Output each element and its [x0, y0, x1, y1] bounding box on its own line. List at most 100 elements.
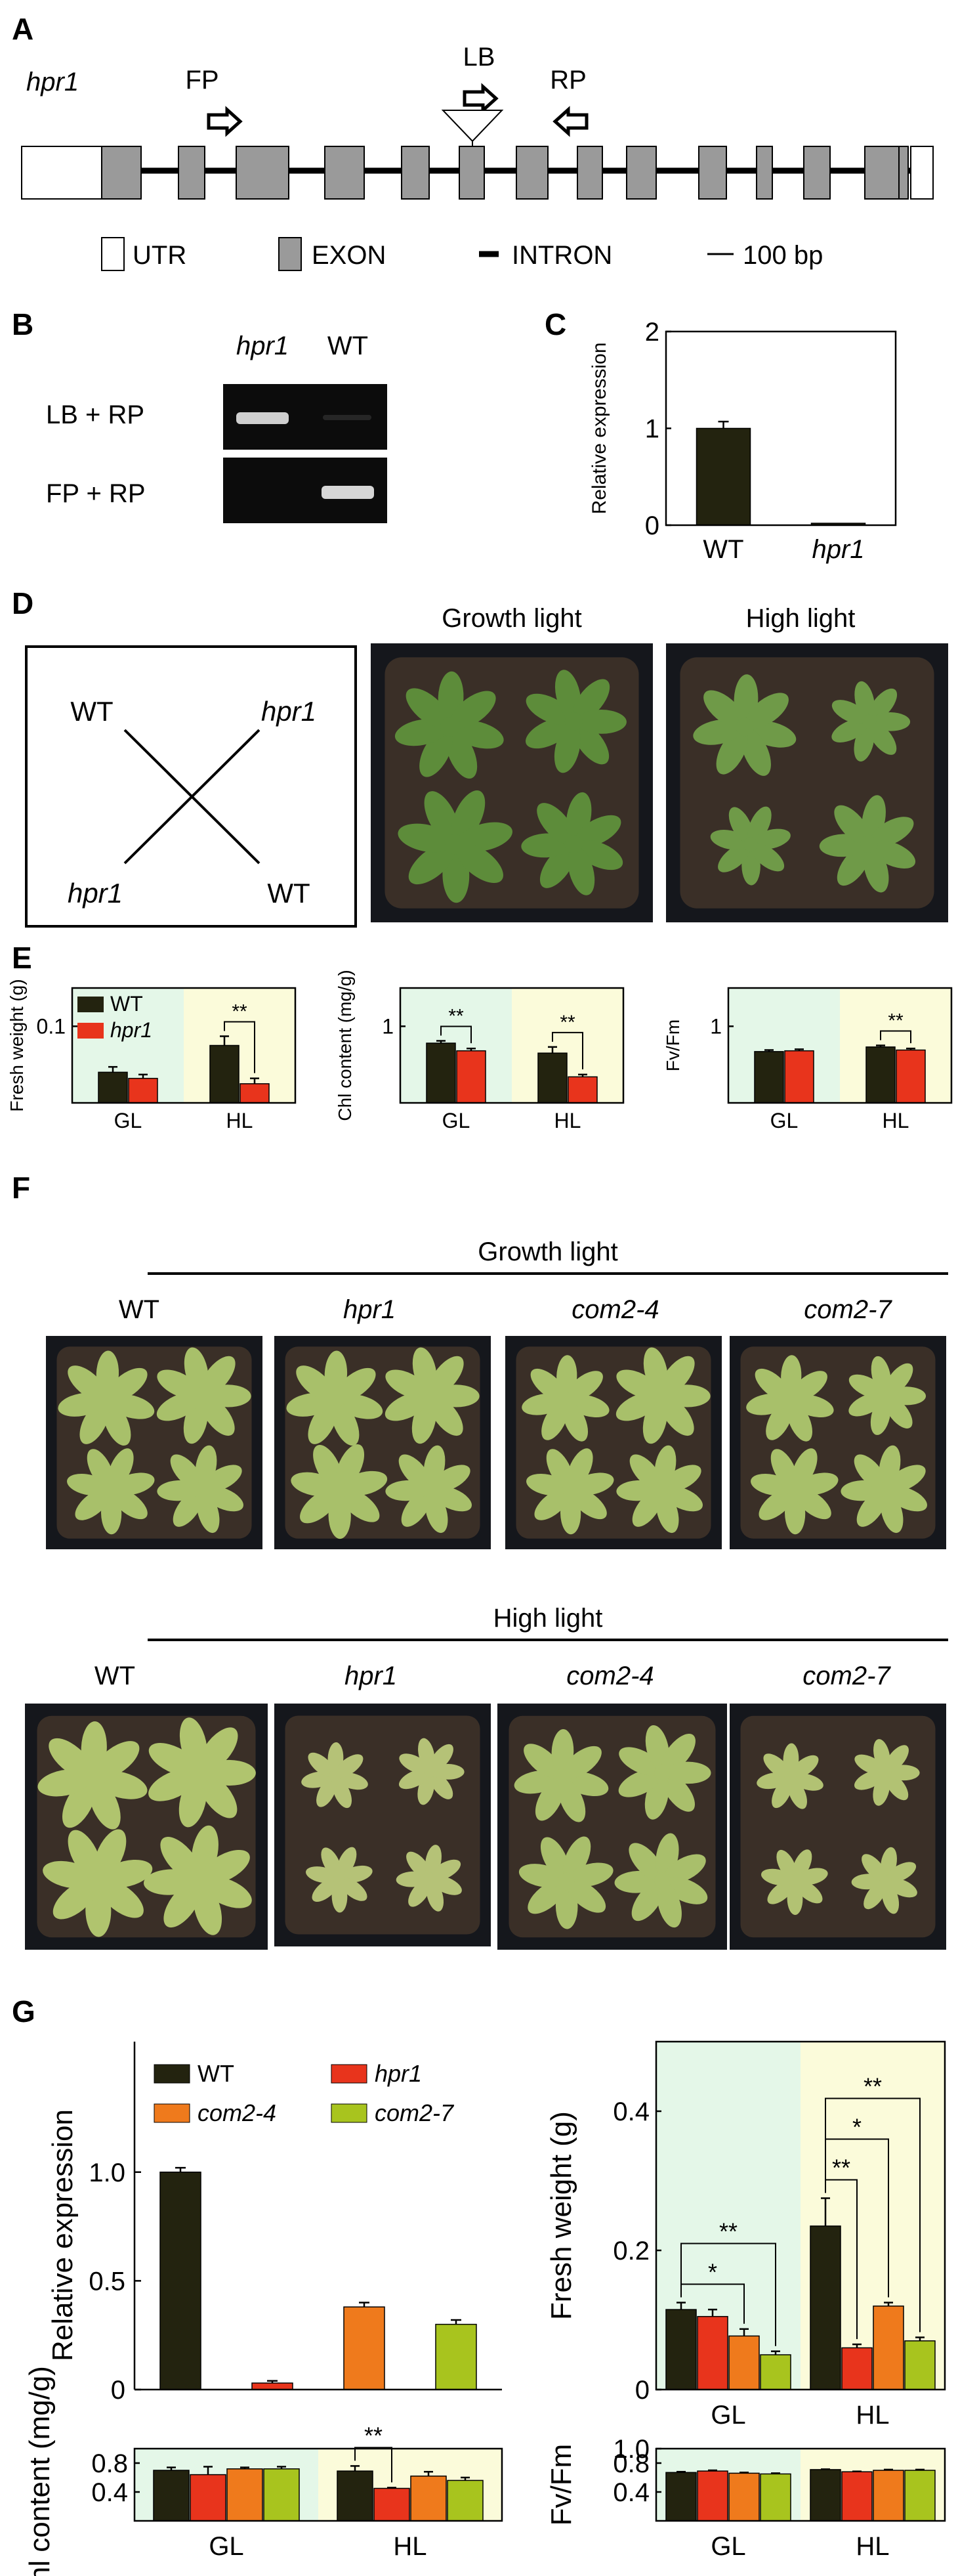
- y-axis-label: Chl content (mg/g): [24, 2366, 56, 2576]
- y-tick-label: 1.0: [613, 2435, 650, 2464]
- x-tick-label: GL: [770, 1109, 799, 1132]
- row-fp-rp: FP + RP: [46, 479, 146, 508]
- plot-frame: [655, 2040, 946, 2391]
- bar-com2-7-hl: [447, 2479, 484, 2522]
- legend-label-wt: WT: [110, 992, 143, 1016]
- f-genotype-com2-4: com2-4: [566, 1662, 654, 1690]
- bar-wt-hl: [337, 2470, 373, 2522]
- legend-intron: INTRON: [512, 241, 612, 270]
- significance-bracket: [880, 1030, 911, 1044]
- rosette: [746, 1355, 834, 1442]
- bar-com2-4-gl: [226, 2468, 263, 2522]
- x-tick-label: HL: [856, 2532, 889, 2561]
- bar-hpr1-gl: [456, 1050, 486, 1104]
- panel-label-b: B: [12, 307, 33, 341]
- rosette: [518, 1836, 614, 1929]
- photo-f-hl-com2-7: [730, 1704, 946, 1950]
- primer-rp-arrow: [552, 106, 589, 137]
- bar-hpr1-gl: [697, 2315, 728, 2390]
- bar-hpr1: [251, 2382, 293, 2390]
- bar-hpr1-gl: [190, 2474, 226, 2522]
- y-tick-label: 0.4: [613, 2097, 650, 2126]
- gel-band: [236, 412, 289, 424]
- y-tick-label: 0.8: [613, 2449, 650, 2478]
- significance-bracket: [440, 1025, 472, 1044]
- photo-f-gl-wt: [46, 1336, 262, 1549]
- bar-hpr1-gl: [784, 1050, 814, 1104]
- bar-wt-gl: [153, 2470, 190, 2522]
- layout-bottom-left: hpr1: [68, 878, 123, 909]
- legend-swatch-wt: [77, 997, 104, 1012]
- significance-bracket: [224, 1021, 255, 1073]
- significance-label: **: [864, 2073, 882, 2100]
- hl-background: [512, 988, 623, 1103]
- x-tick-label: GL: [442, 1109, 470, 1132]
- y-tick-label: 0.1: [37, 1015, 66, 1039]
- f-header-growth: Growth light: [478, 1237, 617, 1266]
- photo-f-gl-com2-7: [730, 1336, 946, 1549]
- f-genotype-com2-7: com2-7: [802, 1662, 891, 1690]
- legend-swatch: [331, 2064, 367, 2084]
- layout-diagram: WT hpr1 hpr1 WT: [25, 645, 357, 928]
- x-tick-label: HL: [883, 1109, 909, 1132]
- rosette: [614, 1833, 708, 1928]
- bar-wt: [696, 427, 751, 526]
- bar-hpr1-gl: [128, 1077, 158, 1104]
- bar-wt-hl: [537, 1052, 568, 1104]
- bar-hpr1-hl: [240, 1083, 270, 1104]
- panel-label-d: D: [12, 586, 33, 620]
- layout-top-right: hpr1: [261, 696, 316, 727]
- significance-label: **: [448, 1006, 464, 1027]
- row-lb-rp: LB + RP: [46, 400, 144, 429]
- primer-fp: FP: [185, 66, 243, 137]
- rosette: [851, 1847, 917, 1914]
- panel-label-a: A: [12, 12, 33, 46]
- rosette: [394, 671, 504, 779]
- y-axis-label: Relative expression: [589, 343, 610, 515]
- rosette: [385, 1347, 480, 1444]
- rosette: [514, 1729, 609, 1822]
- rosette: [522, 1355, 610, 1442]
- rosette: [37, 1721, 148, 1830]
- legend-label: hpr1: [375, 2060, 422, 2087]
- hl-background: [184, 988, 295, 1103]
- plot-frame: [727, 987, 953, 1104]
- rosette: [854, 1739, 920, 1806]
- t-dna-insertion: [441, 110, 504, 142]
- rosette: [841, 1445, 927, 1534]
- plot-frame: [399, 987, 625, 1104]
- legend: WT hpr1 com2-4 com2-7: [154, 2060, 455, 2126]
- significance-bracket: [552, 1031, 583, 1069]
- rosette: [286, 1350, 383, 1446]
- rosette: [521, 792, 623, 895]
- significance-label: **: [232, 1001, 247, 1023]
- legend-utr: UTR: [133, 241, 186, 270]
- significance-label: **: [888, 1010, 904, 1032]
- x-tick-label: GL: [114, 1109, 142, 1132]
- legend-scale: 100 bp: [743, 241, 823, 270]
- rosette: [396, 1845, 462, 1912]
- primer-rp: RP: [550, 66, 589, 137]
- gl-background: [728, 988, 840, 1103]
- y-tick-label: 1: [645, 415, 659, 444]
- bar-wt-gl: [98, 1071, 128, 1104]
- bar-hpr1-hl: [841, 2471, 873, 2522]
- layout-top-left: WT: [70, 696, 113, 727]
- bar-hpr1-gl: [697, 2470, 728, 2522]
- rosette: [398, 1738, 465, 1805]
- primer-lb-label: LB: [463, 43, 495, 72]
- bar-com2-7-hl: [904, 2470, 936, 2522]
- primer-fp-arrow: [207, 106, 243, 137]
- rosette: [757, 1743, 823, 1809]
- x-tick-label: HL: [226, 1109, 253, 1132]
- significance-bracket: [354, 2447, 392, 2483]
- y-axis-label: Fv/Fm: [663, 1020, 683, 1071]
- bar-com2-4-gl: [728, 2472, 760, 2522]
- legend-label: com2-7: [375, 2099, 455, 2126]
- bar-com2-7-gl: [760, 2354, 791, 2390]
- significance-bracket: [680, 2243, 776, 2346]
- rosette: [156, 1347, 251, 1444]
- rosette: [618, 1725, 711, 1820]
- legend-swatch: [154, 2064, 190, 2084]
